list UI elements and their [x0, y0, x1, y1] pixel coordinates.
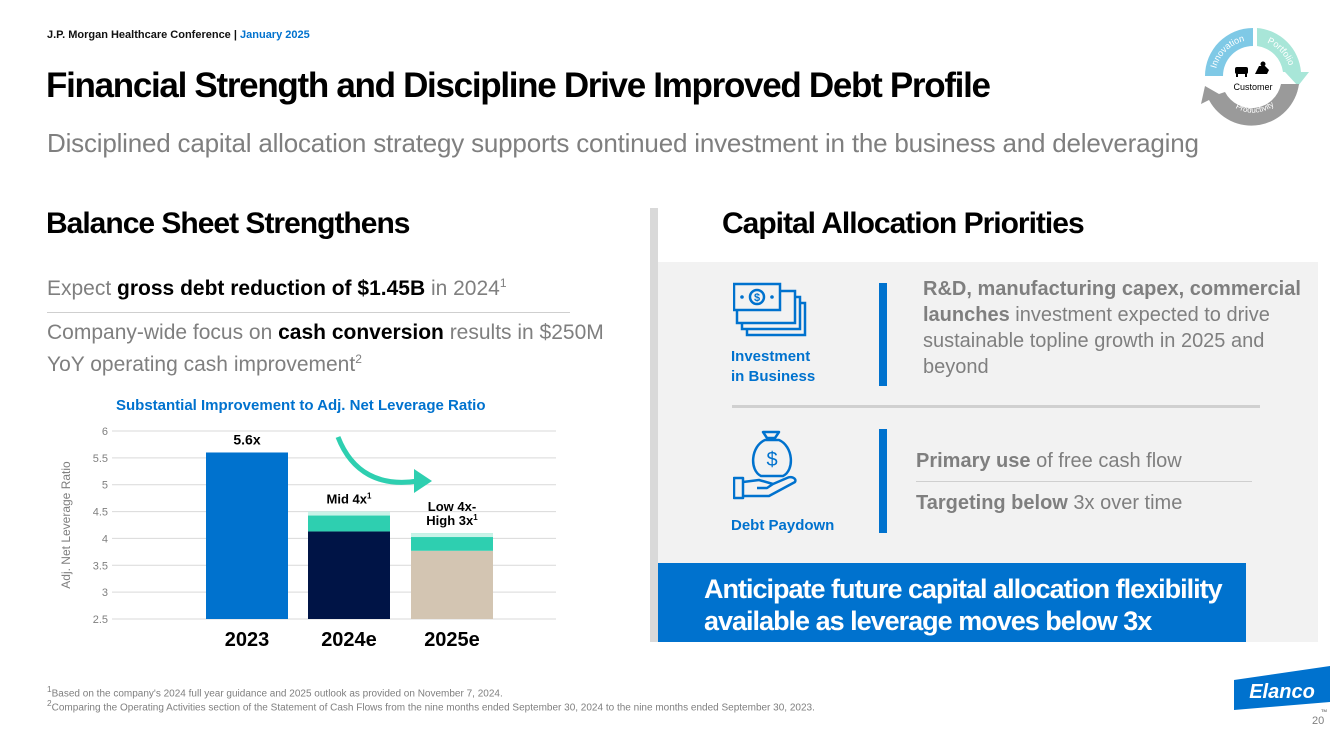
bar-range-highlight [411, 533, 493, 538]
cattle-icon [1235, 61, 1269, 77]
debt-item-separator [916, 481, 1252, 482]
conference-line: J.P. Morgan Healthcare Conference | Janu… [47, 29, 310, 41]
elanco-logo: Elanco TM [1234, 666, 1330, 713]
customer-label: Customer [1233, 82, 1272, 92]
data-label-2024e: Mid 4x1 [327, 492, 372, 507]
data-label-2025e: High 3x1 [426, 513, 478, 528]
balance-sheet-heading: Balance Sheet Strengthens [46, 207, 410, 240]
debt-item-target: Targeting below 3x over time [916, 492, 1183, 514]
banner-text: Anticipate future capital allocation fle… [704, 574, 1223, 636]
priority-separator [732, 405, 1260, 408]
productivity-segment [1201, 84, 1299, 126]
bar-range-2025e [411, 533, 493, 551]
y-tick-label: 5.5 [93, 453, 108, 465]
flexibility-banner: Anticipate future capital allocation fle… [658, 563, 1246, 642]
page-number: 20 [1312, 715, 1325, 727]
footnote-2: 2Comparing the Operating Activities sect… [47, 698, 815, 714]
trend-arrow [335, 436, 419, 485]
trend-arrowhead [414, 469, 432, 493]
page-title: Financial Strength and Discipline Drive … [46, 66, 991, 105]
innovation-segment [1205, 28, 1253, 76]
debt-accent-bar [879, 429, 887, 533]
debt-reduction-statement: Expect gross debt reduction of $1.45B in… [47, 276, 507, 300]
bar-range-highlight [308, 511, 390, 516]
svg-text:$: $ [754, 292, 760, 304]
y-tick-label: 3.5 [93, 560, 108, 572]
cash-conversion-statement: Company-wide focus on cash conversion re… [47, 321, 604, 376]
capital-allocation-heading: Capital Allocation Priorities [722, 207, 1085, 240]
y-axis-label: Adj. Net Leverage Ratio [59, 461, 73, 589]
x-tick-label: 2024e [321, 629, 377, 651]
bar-2024e [308, 531, 390, 619]
money-bag-hand-icon: $ [733, 430, 797, 500]
strategy-cycle-graphic: Innovation Portfolio Productivity Custom… [1201, 28, 1309, 126]
leverage-ratio-chart: 2.5 3 3.5 4 4.5 5 5.5 6 Adj. Net Leverage Ratio 5… [59, 426, 556, 651]
page-subtitle: Disciplined capital allocation strategy … [47, 128, 1199, 158]
y-tick-label: 4.5 [93, 507, 108, 519]
investment-text: R&D, manufacturing capex, commercial lau… [923, 278, 1301, 378]
bar-2023 [206, 452, 288, 619]
statement-divider [47, 312, 570, 313]
bar-2025e [411, 550, 493, 619]
y-tick-label: 4 [102, 533, 108, 545]
conference-date: January 2025 [240, 29, 310, 41]
y-tick-label: 6 [102, 426, 108, 438]
y-tick-label: 5 [102, 480, 108, 492]
logo-wordmark: Elanco [1249, 681, 1315, 703]
svg-text:$: $ [766, 449, 777, 471]
x-tick-label: 2025e [424, 629, 480, 651]
data-label-2025e: Low 4x- [428, 499, 476, 514]
conference-name: J.P. Morgan Healthcare Conference | [47, 29, 237, 41]
y-tick-label: 3 [102, 587, 108, 599]
footnote-1: 1Based on the company's 2024 full year g… [47, 684, 503, 700]
y-tick-label: 2.5 [93, 614, 108, 626]
debt-paydown-label: Debt Paydown [731, 517, 835, 534]
chart-title: Substantial Improvement to Adj. Net Leve… [116, 397, 486, 414]
investment-label: Investment in Business [731, 348, 816, 385]
investment-accent-bar [879, 283, 887, 386]
bar-range-2024e [308, 511, 390, 532]
portfolio-segment [1257, 28, 1309, 86]
debt-item-primary-use: Primary use of free cash flow [916, 450, 1182, 472]
logo-trademark: TM [1321, 708, 1327, 713]
data-label-2023: 5.6x [233, 431, 260, 447]
x-tick-label: 2023 [225, 629, 270, 651]
column-divider [650, 208, 658, 642]
money-stack-icon: $ [733, 282, 807, 337]
